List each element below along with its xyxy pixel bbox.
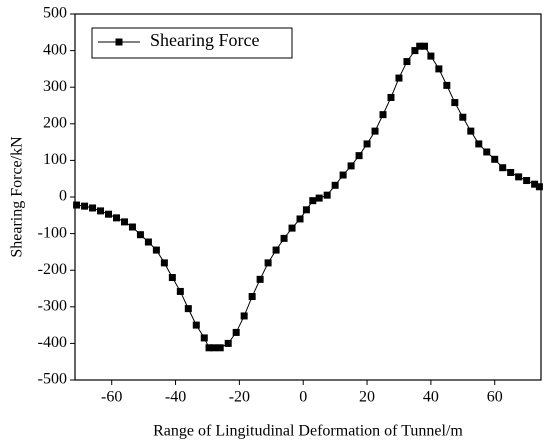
y-tick-label: 200 <box>43 114 67 131</box>
data-line <box>76 45 540 349</box>
data-point <box>483 148 491 156</box>
data-point <box>467 127 475 135</box>
legend-label: Shearing Force <box>150 30 259 50</box>
y-tick-label: -500 <box>38 371 67 388</box>
data-point <box>355 152 363 160</box>
data-point <box>315 194 323 202</box>
x-tick-label: 0 <box>299 389 307 406</box>
data-point <box>427 52 435 60</box>
data-point <box>105 210 113 218</box>
data-point <box>89 204 97 212</box>
data-point <box>507 168 515 176</box>
data-point <box>296 215 304 223</box>
data-point <box>128 223 136 231</box>
legend-box <box>91 27 293 59</box>
data-point <box>535 183 543 191</box>
data-point <box>331 181 339 189</box>
data-point <box>160 259 168 267</box>
data-point <box>416 42 424 50</box>
y-tick-label: 500 <box>43 5 67 22</box>
data-point <box>363 140 371 148</box>
y-tick-label: 100 <box>43 151 67 168</box>
data-point <box>443 81 451 89</box>
data-point <box>256 275 264 283</box>
data-point <box>499 164 507 172</box>
data-point <box>309 197 317 205</box>
x-axis-label: Range of Lingitudinal Deformation of Tun… <box>153 423 463 440</box>
data-point <box>523 177 531 185</box>
data-point <box>451 99 459 107</box>
y-tick-label: -200 <box>38 261 67 278</box>
data-point <box>515 173 523 181</box>
data-point <box>531 180 539 188</box>
data-point <box>232 328 240 336</box>
data-point <box>152 246 160 254</box>
y-tick-label: -400 <box>38 334 67 351</box>
y-tick-label: 0 <box>59 188 67 205</box>
data-point <box>421 42 428 50</box>
data-point <box>435 65 443 73</box>
data-point <box>205 344 213 352</box>
data-point <box>216 344 224 352</box>
data-point <box>371 127 379 135</box>
y-tick-label: 400 <box>43 41 67 58</box>
legend-marker <box>115 38 123 46</box>
data-point <box>302 206 310 214</box>
data-point <box>491 155 499 163</box>
data-point <box>210 344 218 352</box>
data-point <box>323 191 331 199</box>
data-point <box>288 224 296 232</box>
x-tick-label: -60 <box>101 389 122 406</box>
data-point <box>264 259 272 267</box>
data-point <box>112 214 120 222</box>
data-point <box>120 218 128 226</box>
data-point <box>395 74 403 82</box>
data-point <box>280 234 288 242</box>
data-point <box>272 246 280 254</box>
data-point <box>184 305 192 313</box>
data-point <box>168 274 176 282</box>
data-point <box>81 202 89 210</box>
y-axis-label: Shearing Force/kN <box>9 136 26 258</box>
plot-frame <box>74 13 542 381</box>
x-tick-label: 60 <box>487 389 503 406</box>
data-point <box>97 207 105 215</box>
y-tick-label: -100 <box>38 224 67 241</box>
data-point <box>411 47 419 55</box>
x-tick-label: -40 <box>165 389 186 406</box>
data-point <box>403 58 411 66</box>
x-tick-label: 40 <box>423 389 439 406</box>
y-tick-label: 300 <box>43 78 67 95</box>
data-point <box>475 140 483 148</box>
data-point <box>387 93 395 101</box>
data-point <box>339 171 347 179</box>
data-point <box>73 201 81 209</box>
data-point <box>136 231 144 239</box>
data-point <box>347 162 355 170</box>
data-point <box>459 113 467 121</box>
x-tick-label: 20 <box>359 389 375 406</box>
data-point <box>176 287 184 295</box>
data-point <box>192 321 200 329</box>
data-point <box>248 293 256 301</box>
x-tick-label: -20 <box>229 389 250 406</box>
data-point <box>200 334 208 342</box>
y-tick-label: -300 <box>38 297 67 314</box>
data-point <box>379 111 387 119</box>
data-point <box>224 339 232 347</box>
data-point <box>240 312 248 320</box>
data-point <box>144 238 152 246</box>
